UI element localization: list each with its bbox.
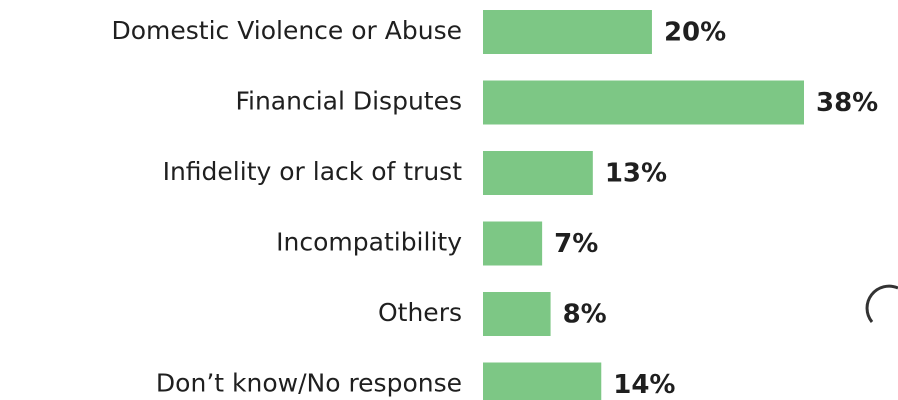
bar — [483, 10, 652, 54]
bar — [483, 80, 804, 125]
decorative-icon — [865, 284, 898, 323]
bar — [483, 151, 593, 195]
category-label: Financial Disputes — [235, 87, 462, 116]
value-label: 13% — [605, 159, 667, 189]
category-label: Domestic Violence or Abuse — [111, 16, 462, 45]
value-label: 7% — [554, 229, 598, 259]
value-label: 14% — [613, 370, 675, 400]
value-label: 8% — [563, 300, 607, 330]
category-label: Incompatibility — [276, 228, 462, 257]
bar — [483, 292, 551, 336]
bar — [483, 221, 543, 266]
bar — [483, 362, 602, 400]
value-label: 20% — [664, 18, 726, 48]
category-label: Don’t know/No response — [156, 369, 462, 398]
value-label: 38% — [816, 88, 878, 118]
category-label: Others — [378, 298, 462, 327]
category-label: Infidelity or lack of trust — [163, 157, 463, 186]
